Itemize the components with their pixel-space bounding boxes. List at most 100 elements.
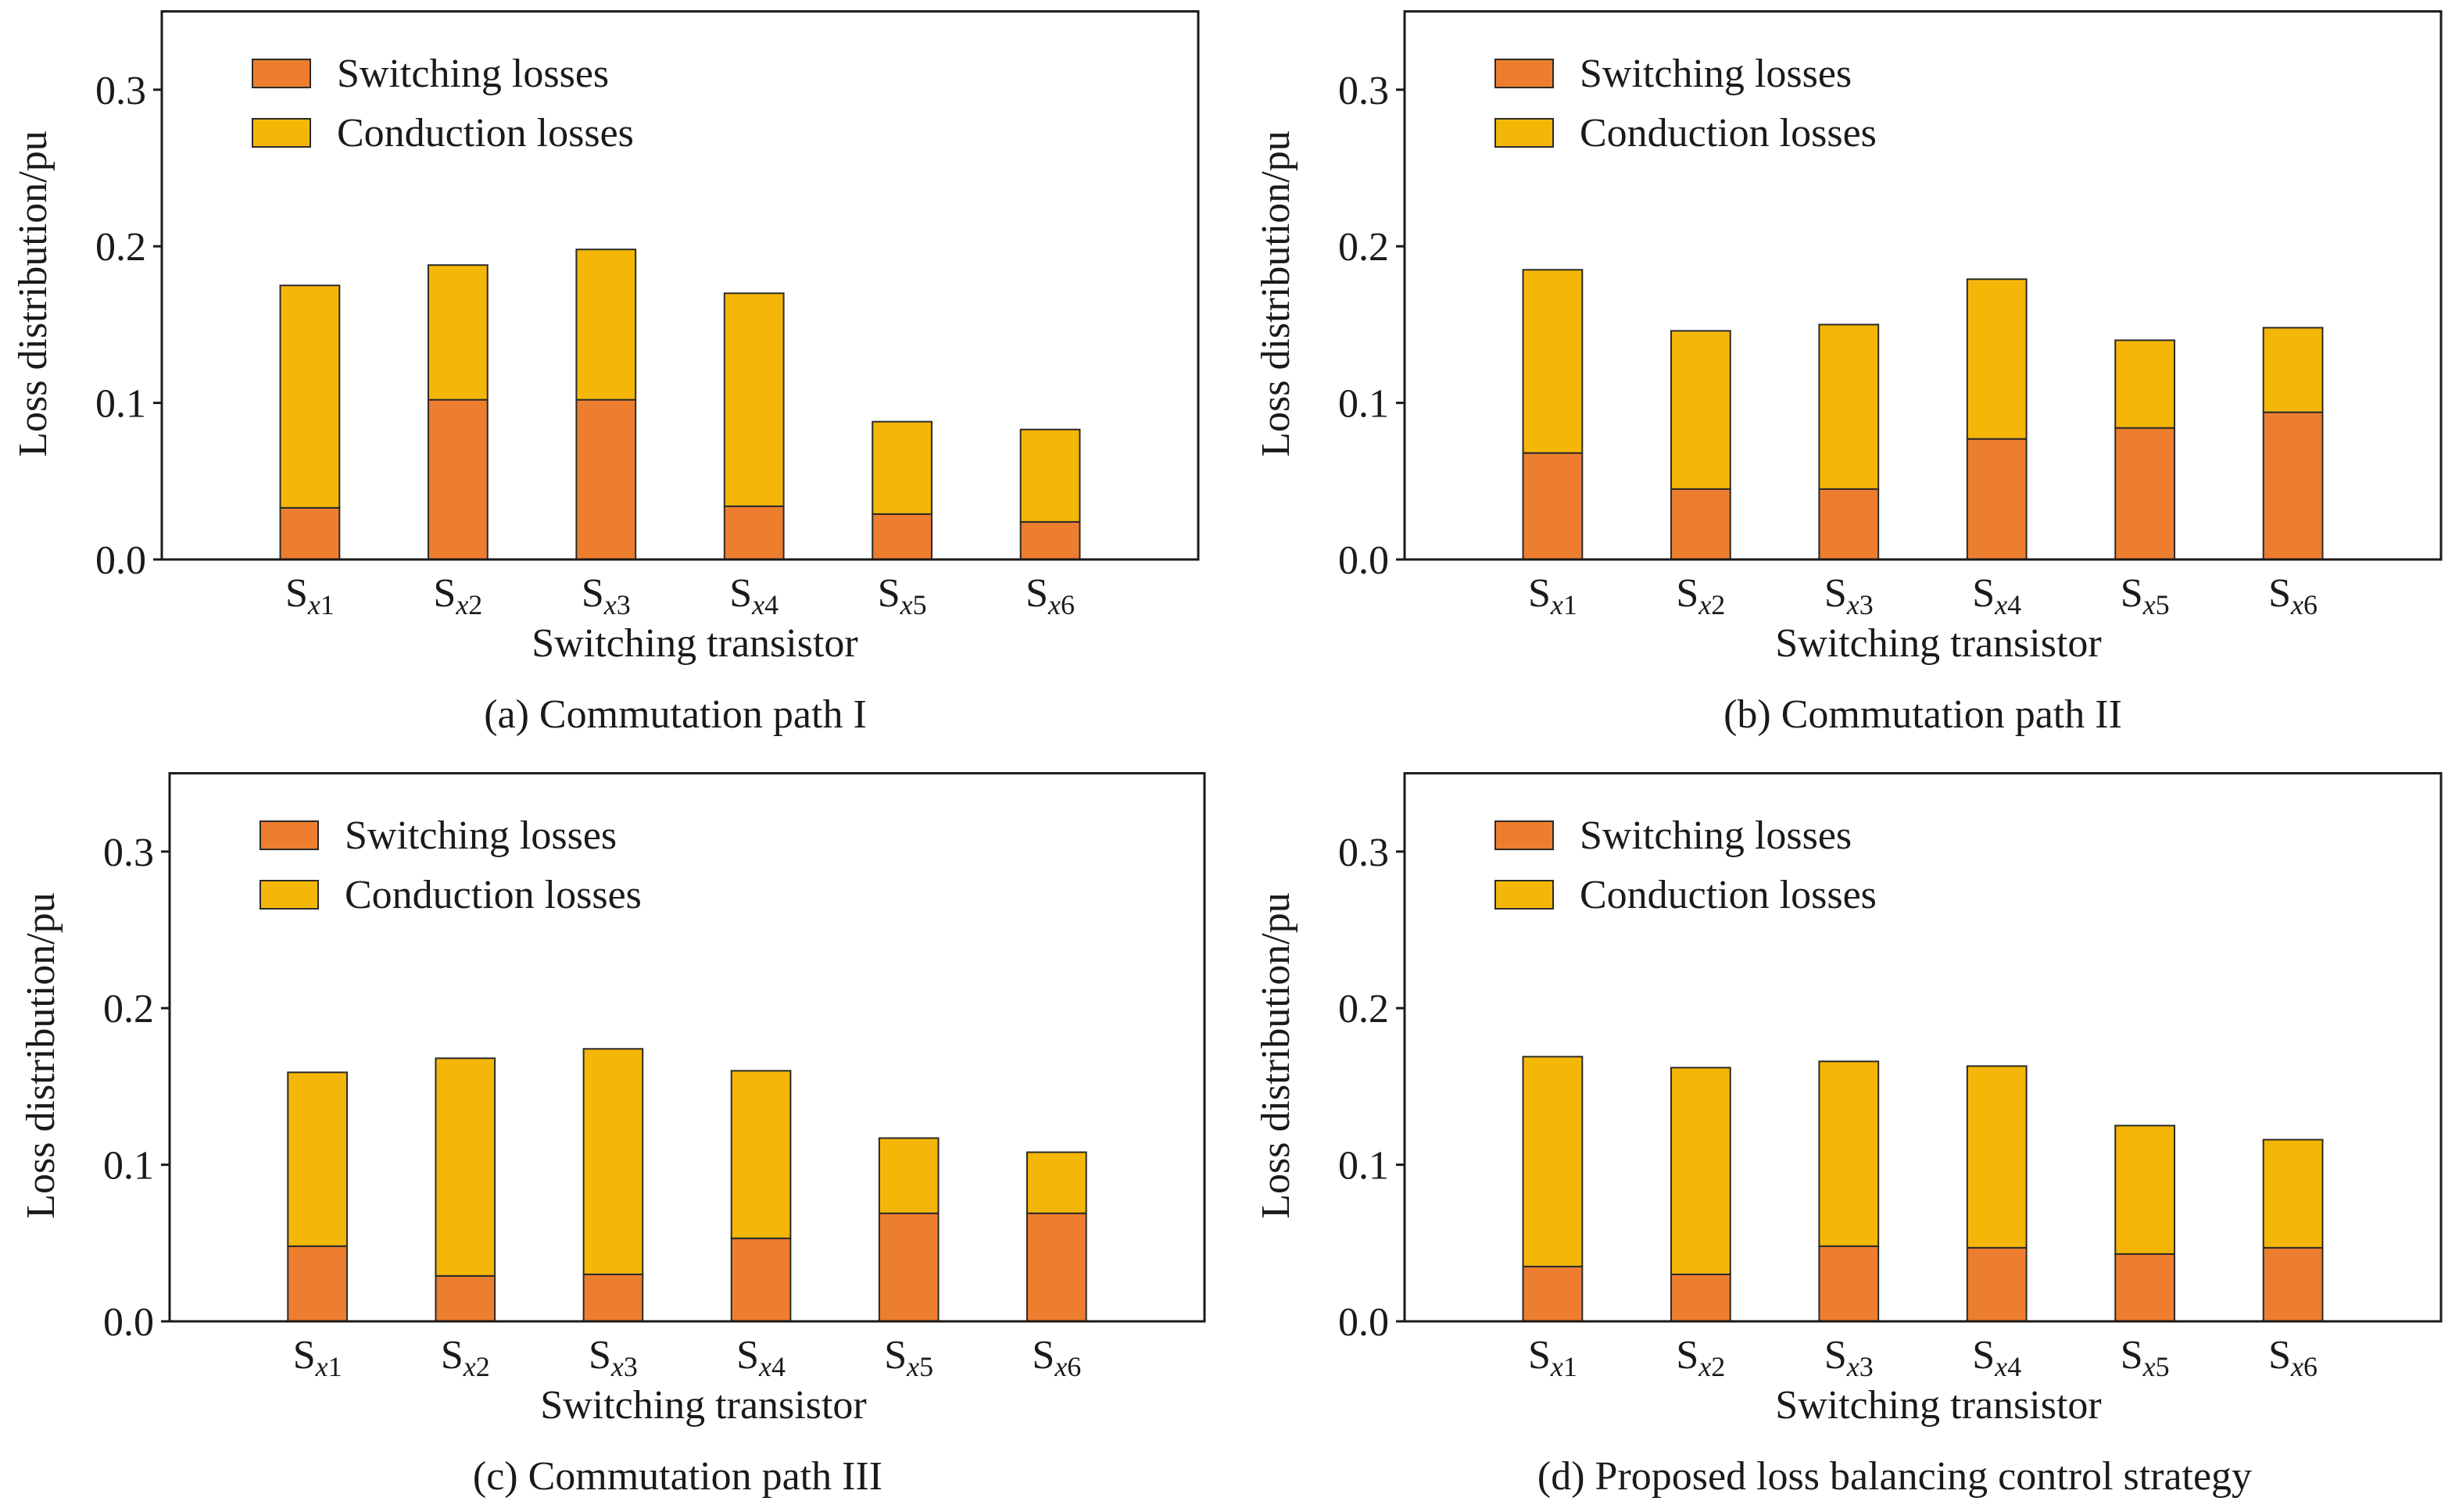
bar-switching-4 [1966, 438, 2028, 561]
x-tick-label: Sx3 [582, 571, 631, 620]
bar-switching-5 [872, 513, 933, 560]
bar-switching-3 [1818, 1245, 1880, 1322]
bar-switching-6 [2262, 411, 2324, 561]
bar-switching-6 [2262, 1246, 2324, 1323]
x-tick-label: Sx5 [884, 1333, 933, 1382]
legend: Switching losses Conduction losses [1494, 813, 1877, 917]
x-tick-label-sub-num: 1 [1563, 1351, 1577, 1382]
bar-conduction-6 [1026, 1151, 1087, 1214]
bar-conduction-5 [872, 420, 933, 515]
y-tick-label: 0.2 [1338, 225, 1389, 270]
y-tick-label: 0.0 [1338, 538, 1389, 583]
x-tick-label-sub-var: x [307, 589, 320, 620]
y-tick-label: 0.3 [103, 831, 154, 875]
x-tick-label: Sx2 [441, 1333, 490, 1382]
bar-conduction-4 [1966, 1065, 2028, 1249]
x-tick-label-sub-var: x [1550, 589, 1563, 620]
x-tick-label: Sx4 [736, 1333, 786, 1382]
bar-conduction-2 [435, 1057, 496, 1277]
legend-label-conduction: Conduction losses [1580, 873, 1877, 917]
x-axis-label: Switching transistor [532, 621, 857, 666]
x-tick-label-sub-num: 2 [1711, 589, 1725, 620]
x-tick-label-base: S [1972, 1333, 1995, 1378]
x-tick-label-sub-var: x [751, 589, 764, 620]
x-tick-label-sub-var: x [455, 589, 468, 620]
x-tick-label: Sx5 [2121, 1333, 2170, 1382]
chart-caption: (b) Commutation path II [1723, 692, 2122, 737]
x-axis-label: Switching transistor [1775, 621, 2101, 666]
x-tick-label: Sx3 [1824, 571, 1874, 620]
x-tick-label-sub-num: 6 [2303, 589, 2318, 620]
x-tick-label-sub-num: 3 [1859, 589, 1874, 620]
chart-caption: (c) Commutation path III [473, 1454, 882, 1499]
x-tick-label-base: S [1528, 571, 1551, 616]
plot-frame [160, 10, 1200, 561]
plot-frame [168, 772, 1206, 1323]
x-tick-label-sub-num: 6 [1067, 1351, 1081, 1382]
x-tick-label: Sx4 [1972, 1333, 2021, 1382]
bar-conduction-5 [2114, 339, 2176, 429]
y-tick-label: 0.2 [95, 225, 146, 270]
x-tick-label-sub-var: x [758, 1351, 771, 1382]
x-tick-label-base: S [1972, 571, 1995, 616]
x-tick-label-base: S [1824, 1333, 1847, 1378]
y-tick-label: 0.3 [1338, 831, 1389, 875]
legend-swatch-conduction [260, 880, 319, 910]
legend: Switching losses Conduction losses [1494, 52, 1877, 155]
x-tick-label-sub-num: 4 [764, 589, 779, 620]
y-tick-label: 0.0 [1338, 1300, 1389, 1345]
x-tick-label-base: S [589, 1333, 611, 1378]
bar-conduction-1 [1522, 1056, 1584, 1267]
y-axis-label: Loss distribution/pu [19, 892, 63, 1218]
x-tick-label-sub-num: 1 [320, 589, 335, 620]
y-tick-label: 0.0 [95, 538, 146, 583]
x-tick-label-sub-num: 3 [1859, 1351, 1874, 1382]
x-tick-label-base: S [2268, 571, 2291, 616]
x-tick-label: Sx5 [878, 571, 927, 620]
x-tick-label-base: S [2268, 1333, 2291, 1378]
y-tick-label: 0.3 [95, 69, 146, 113]
bar-conduction-2 [427, 264, 489, 401]
bar-switching-2 [1670, 488, 1731, 561]
x-tick-label-sub-var: x [900, 589, 913, 620]
bar-conduction-1 [1522, 269, 1584, 454]
x-tick-label-base: S [2121, 1333, 2143, 1378]
legend-label-conduction: Conduction losses [345, 873, 642, 917]
x-tick-label-sub-var: x [1994, 589, 2007, 620]
bar-switching-3 [582, 1273, 644, 1323]
bar-switching-4 [723, 505, 785, 561]
x-axis-label: Switching transistor [1775, 1383, 2101, 1428]
x-tick-label-base: S [736, 1333, 759, 1378]
legend-swatch-conduction [252, 118, 311, 148]
x-tick-label: Sx2 [1676, 571, 1725, 620]
x-tick-label-base: S [878, 571, 900, 616]
x-tick-label-sub-var: x [1698, 589, 1711, 620]
x-tick-label: Sx6 [2268, 1333, 2318, 1382]
legend-swatch-switching [260, 820, 319, 850]
legend-label-switching: Switching losses [337, 52, 609, 96]
x-tick-label: Sx1 [1528, 1333, 1577, 1382]
x-tick-label-sub-var: x [1054, 1351, 1067, 1382]
bar-switching-6 [1026, 1212, 1087, 1322]
chart-caption: (a) Commutation path I [484, 692, 867, 737]
y-tick-label: 0.1 [1338, 1144, 1389, 1189]
legend-label-conduction: Conduction losses [337, 111, 634, 155]
y-axis-label: Loss distribution/pu [11, 130, 55, 456]
x-tick-label-sub-num: 6 [1061, 589, 1075, 620]
bars [287, 1048, 1087, 1323]
legend: Switching losses Conduction losses [252, 52, 634, 155]
bar-switching-1 [1522, 452, 1584, 561]
x-tick-label-sub-num: 3 [624, 1351, 638, 1382]
legend: Switching losses Conduction losses [260, 813, 642, 917]
x-tick-label-sub-num: 5 [913, 589, 927, 620]
x-tick-label-base: S [433, 571, 456, 616]
y-axis-label: Loss distribution/pu [1254, 130, 1298, 456]
y-tick-label: 0.1 [95, 382, 146, 427]
plot-frame [1403, 10, 2443, 561]
bar-switching-2 [427, 399, 489, 561]
x-tick-label-base: S [1676, 1333, 1698, 1378]
